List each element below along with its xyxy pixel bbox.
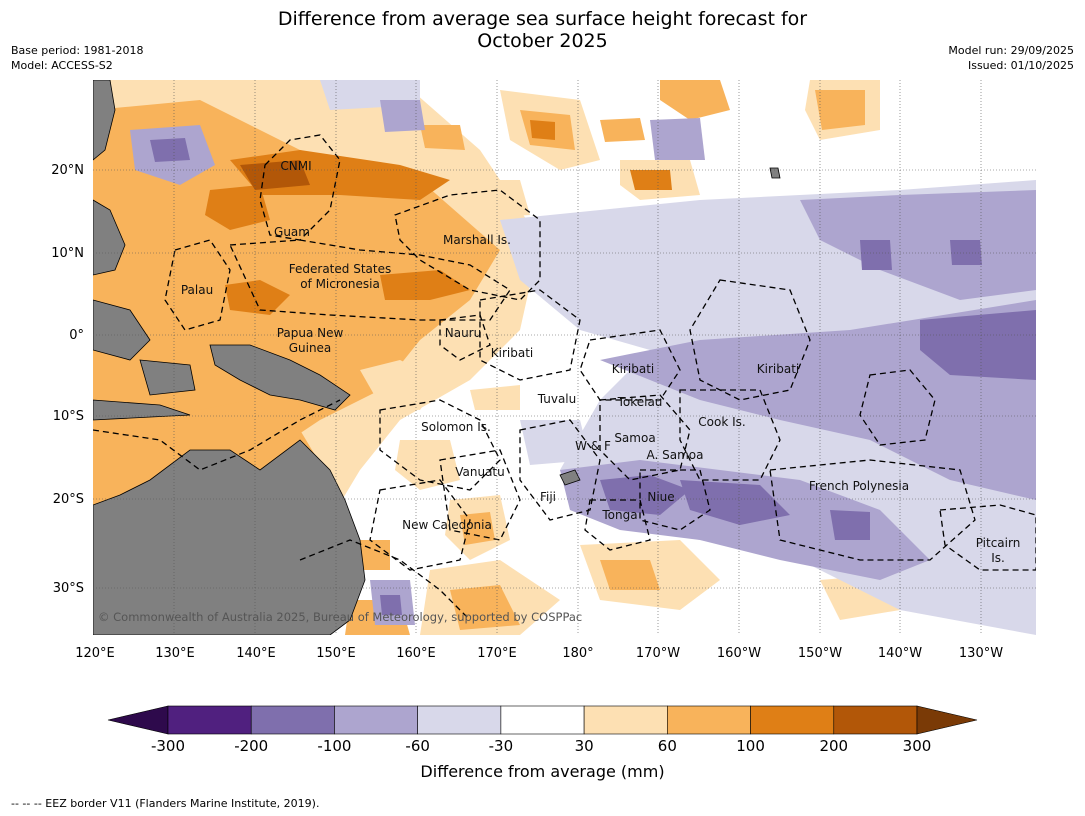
- taiwan-philippines: [93, 80, 116, 161]
- label-asamoa: A. Samoa: [647, 448, 704, 462]
- label-new-caledonia: New Caledonia: [402, 518, 492, 532]
- sea-level-map: CNMI Guam Marshall Is. Federated States …: [51, 80, 1036, 661]
- x-tick: 150°E: [316, 646, 356, 661]
- x-tick: 140°E: [236, 646, 276, 661]
- label-wf: W & F: [575, 439, 611, 453]
- label-tuvalu: Tuvalu: [537, 392, 577, 406]
- colorbar-segment: [334, 705, 418, 735]
- x-tick: 130°W: [959, 646, 1003, 661]
- x-tick: 160°E: [396, 646, 436, 661]
- label-fsm-line1: Federated States: [289, 262, 391, 276]
- label-cook: Cook Is.: [698, 415, 745, 429]
- x-tick: 170°W: [636, 646, 680, 661]
- issued-date: Issued: 01/10/2025: [967, 59, 1074, 72]
- y-tick: 30°S: [53, 581, 84, 596]
- label-guam: Guam: [274, 225, 310, 239]
- label-png-line1: Papua New: [277, 326, 344, 340]
- label-png-line2: Guinea: [289, 341, 332, 355]
- colorbar-tick-label: 300: [903, 737, 932, 755]
- copyright-notice: © Commonwealth of Australia 2025, Bureau…: [98, 610, 582, 624]
- colorbar-tick-label: 60: [658, 737, 677, 755]
- x-tick: 130°E: [155, 646, 195, 661]
- y-tick: 0°: [69, 328, 84, 343]
- label-pitcairn-line2: Is.: [991, 551, 1005, 565]
- x-axis-ticks: 120°E 130°E 140°E 150°E 160°E 170°E 180°…: [75, 646, 1003, 661]
- chart-title: Difference from average sea surface heig…: [0, 8, 1085, 52]
- land-masses: [93, 80, 781, 635]
- gridlines: [93, 80, 1036, 635]
- label-samoa: Samoa: [614, 431, 655, 445]
- title-line-2: October 2025: [477, 30, 608, 52]
- base-period: Base period: 1981-2018: [11, 44, 144, 57]
- label-pitcairn-line1: Pitcairn: [976, 536, 1021, 550]
- x-tick: 170°E: [477, 646, 517, 661]
- colorbar-segment: [417, 705, 502, 735]
- model-name: Model: ACCESS-S2: [11, 59, 113, 72]
- label-kiribati-west: Kiribati: [491, 346, 533, 360]
- label-solomon: Solomon Is.: [421, 420, 491, 434]
- x-tick: 140°W: [878, 646, 922, 661]
- title-line-1: Difference from average sea surface heig…: [277, 8, 808, 30]
- meta-right: Model run: 29/09/2025 Issued: 01/10/2025: [948, 43, 1074, 73]
- colorbar-segment: [167, 705, 252, 735]
- colorbar-tick-label: -100: [317, 737, 351, 755]
- colorbar-tick-label: -300: [151, 737, 185, 755]
- australia: [93, 439, 366, 635]
- meta-left: Base period: 1981-2018 Model: ACCESS-S2: [11, 43, 143, 73]
- label-niue: Niue: [647, 490, 674, 504]
- hawaii-land: [769, 167, 781, 179]
- eez-borders: [93, 134, 1036, 621]
- y-tick: 10°S: [53, 409, 84, 424]
- label-palau: Palau: [181, 283, 213, 297]
- label-vanuatu: Vanuatu: [455, 465, 505, 479]
- x-tick: 120°E: [75, 646, 115, 661]
- new-guinea: [209, 344, 351, 411]
- y-tick: 20°N: [51, 163, 84, 178]
- colorbar-tick-label: 200: [819, 737, 848, 755]
- y-tick: 10°N: [51, 246, 84, 261]
- model-run: Model run: 29/09/2025: [948, 44, 1074, 57]
- label-kiribati-east: Kiribati: [757, 362, 799, 376]
- label-tokelau: Tokelau: [617, 395, 663, 409]
- label-fiji: Fiji: [540, 490, 556, 504]
- colorbar-segment: [833, 705, 918, 735]
- colorbar-under-extension: [107, 705, 169, 735]
- negative-anomaly-fields: [130, 80, 1036, 635]
- indonesia: [93, 299, 151, 361]
- sulawesi: [139, 359, 196, 396]
- region-labels: CNMI Guam Marshall Is. Federated States …: [181, 159, 1020, 565]
- colorbar-tick-label: 100: [736, 737, 765, 755]
- label-fsm-line2: of Micronesia: [300, 277, 380, 291]
- colorbar-tick-label: -200: [234, 737, 268, 755]
- y-tick: 20°S: [53, 492, 84, 507]
- label-marshall: Marshall Is.: [443, 233, 511, 247]
- colorbar-segment: [250, 705, 335, 735]
- label-french-polynesia: French Polynesia: [809, 479, 909, 493]
- lesser-sunda: [93, 399, 191, 421]
- colorbar-group: -300 -200 -100 -60 -30 30 60 100 200 300: [107, 705, 978, 755]
- x-tick: 180°: [562, 646, 593, 661]
- x-tick: 150°W: [798, 646, 842, 661]
- colorbar-tick-label: -30: [489, 737, 514, 755]
- colorbar-segment: [750, 705, 835, 735]
- colorbar: -300 -200 -100 -60 -30 30 60 100 200 300: [107, 705, 978, 755]
- colorbar-label: Difference from average (mm): [420, 762, 665, 781]
- eez-legend-note: -- -- -- EEZ border V11 (Flanders Marine…: [11, 797, 320, 810]
- y-axis-ticks: 20°N 10°N 0° 10°S 20°S 30°S: [51, 163, 84, 596]
- positive-anomaly-fields: [93, 80, 975, 635]
- colorbar-segment: [583, 705, 668, 735]
- philippines: [93, 199, 126, 276]
- colorbar-over-extension: [916, 705, 978, 735]
- colorbar-segment: [667, 705, 751, 735]
- label-tonga: Tonga: [601, 508, 637, 522]
- label-nauru: Nauru: [445, 326, 481, 340]
- colorbar-segment: [500, 705, 585, 735]
- x-tick: 160°W: [717, 646, 761, 661]
- colorbar-tick-label: -60: [405, 737, 430, 755]
- colorbar-tick-label: 30: [575, 737, 594, 755]
- label-kiribati-central: Kiribati: [612, 362, 654, 376]
- fiji-land: [559, 469, 581, 486]
- label-cnmi: CNMI: [280, 159, 311, 173]
